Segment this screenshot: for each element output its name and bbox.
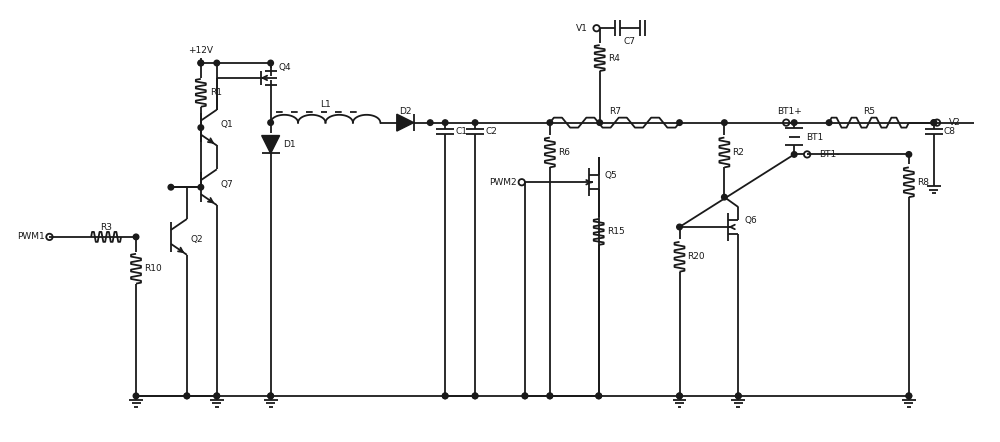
Text: R10: R10 bbox=[144, 264, 162, 273]
Text: V2: V2 bbox=[949, 118, 960, 127]
Circle shape bbox=[268, 393, 273, 399]
Circle shape bbox=[826, 120, 832, 126]
Circle shape bbox=[931, 120, 937, 126]
Circle shape bbox=[198, 60, 204, 66]
Circle shape bbox=[184, 393, 190, 399]
Text: C8: C8 bbox=[944, 127, 956, 136]
Circle shape bbox=[597, 120, 603, 126]
Circle shape bbox=[736, 393, 741, 399]
Text: C2: C2 bbox=[485, 127, 497, 136]
Text: +12V: +12V bbox=[188, 46, 213, 54]
Circle shape bbox=[547, 120, 553, 126]
Circle shape bbox=[268, 120, 273, 126]
Text: BT1: BT1 bbox=[806, 133, 823, 142]
Circle shape bbox=[442, 393, 448, 399]
Circle shape bbox=[198, 184, 204, 190]
Circle shape bbox=[906, 393, 912, 399]
Circle shape bbox=[677, 120, 682, 126]
Circle shape bbox=[268, 60, 273, 66]
Circle shape bbox=[596, 393, 602, 399]
Circle shape bbox=[906, 152, 912, 157]
Circle shape bbox=[906, 393, 912, 399]
Circle shape bbox=[677, 224, 682, 230]
Text: Q6: Q6 bbox=[744, 216, 757, 225]
Circle shape bbox=[214, 393, 220, 399]
Text: R3: R3 bbox=[100, 224, 112, 232]
Circle shape bbox=[214, 393, 220, 399]
Circle shape bbox=[168, 184, 174, 190]
Text: Q2: Q2 bbox=[191, 236, 203, 244]
Circle shape bbox=[596, 393, 602, 399]
Text: R2: R2 bbox=[732, 148, 744, 157]
Circle shape bbox=[791, 152, 797, 157]
Text: R7: R7 bbox=[609, 107, 621, 116]
Circle shape bbox=[677, 393, 682, 399]
Circle shape bbox=[722, 194, 727, 200]
Circle shape bbox=[214, 60, 220, 66]
Circle shape bbox=[472, 393, 478, 399]
Text: R8: R8 bbox=[917, 178, 929, 187]
Circle shape bbox=[442, 120, 448, 126]
Polygon shape bbox=[262, 136, 280, 153]
Text: R15: R15 bbox=[607, 228, 624, 236]
Text: R6: R6 bbox=[558, 148, 570, 157]
Circle shape bbox=[133, 234, 139, 240]
Circle shape bbox=[198, 125, 204, 130]
Text: PWM2: PWM2 bbox=[489, 178, 517, 187]
Circle shape bbox=[198, 60, 204, 66]
Polygon shape bbox=[397, 114, 414, 131]
Text: C1: C1 bbox=[455, 127, 467, 136]
Text: Q1: Q1 bbox=[221, 120, 234, 129]
Text: V1: V1 bbox=[576, 24, 588, 33]
Circle shape bbox=[736, 393, 741, 399]
Circle shape bbox=[547, 393, 553, 399]
Circle shape bbox=[931, 120, 937, 126]
Text: BT1+: BT1+ bbox=[777, 107, 802, 116]
Circle shape bbox=[677, 393, 682, 399]
Text: Q5: Q5 bbox=[605, 171, 617, 180]
Circle shape bbox=[184, 393, 190, 399]
Circle shape bbox=[442, 393, 448, 399]
Circle shape bbox=[522, 393, 528, 399]
Text: Q7: Q7 bbox=[221, 180, 234, 189]
Circle shape bbox=[522, 393, 528, 399]
Circle shape bbox=[547, 393, 553, 399]
Text: PWM1: PWM1 bbox=[18, 232, 45, 241]
Text: D1: D1 bbox=[284, 140, 296, 149]
Circle shape bbox=[472, 393, 478, 399]
Text: R4: R4 bbox=[608, 53, 620, 62]
Circle shape bbox=[133, 393, 139, 399]
Circle shape bbox=[791, 120, 797, 126]
Text: Q4: Q4 bbox=[279, 64, 291, 72]
Text: BT1-: BT1- bbox=[819, 150, 840, 159]
Circle shape bbox=[722, 120, 727, 126]
Text: R20: R20 bbox=[687, 252, 705, 261]
Text: R5: R5 bbox=[863, 107, 875, 116]
Text: R1: R1 bbox=[210, 88, 222, 97]
Text: L1: L1 bbox=[320, 100, 331, 109]
Circle shape bbox=[472, 120, 478, 126]
Text: D2: D2 bbox=[399, 107, 412, 116]
Circle shape bbox=[268, 393, 273, 399]
Circle shape bbox=[427, 120, 433, 126]
Text: C7: C7 bbox=[624, 37, 636, 46]
